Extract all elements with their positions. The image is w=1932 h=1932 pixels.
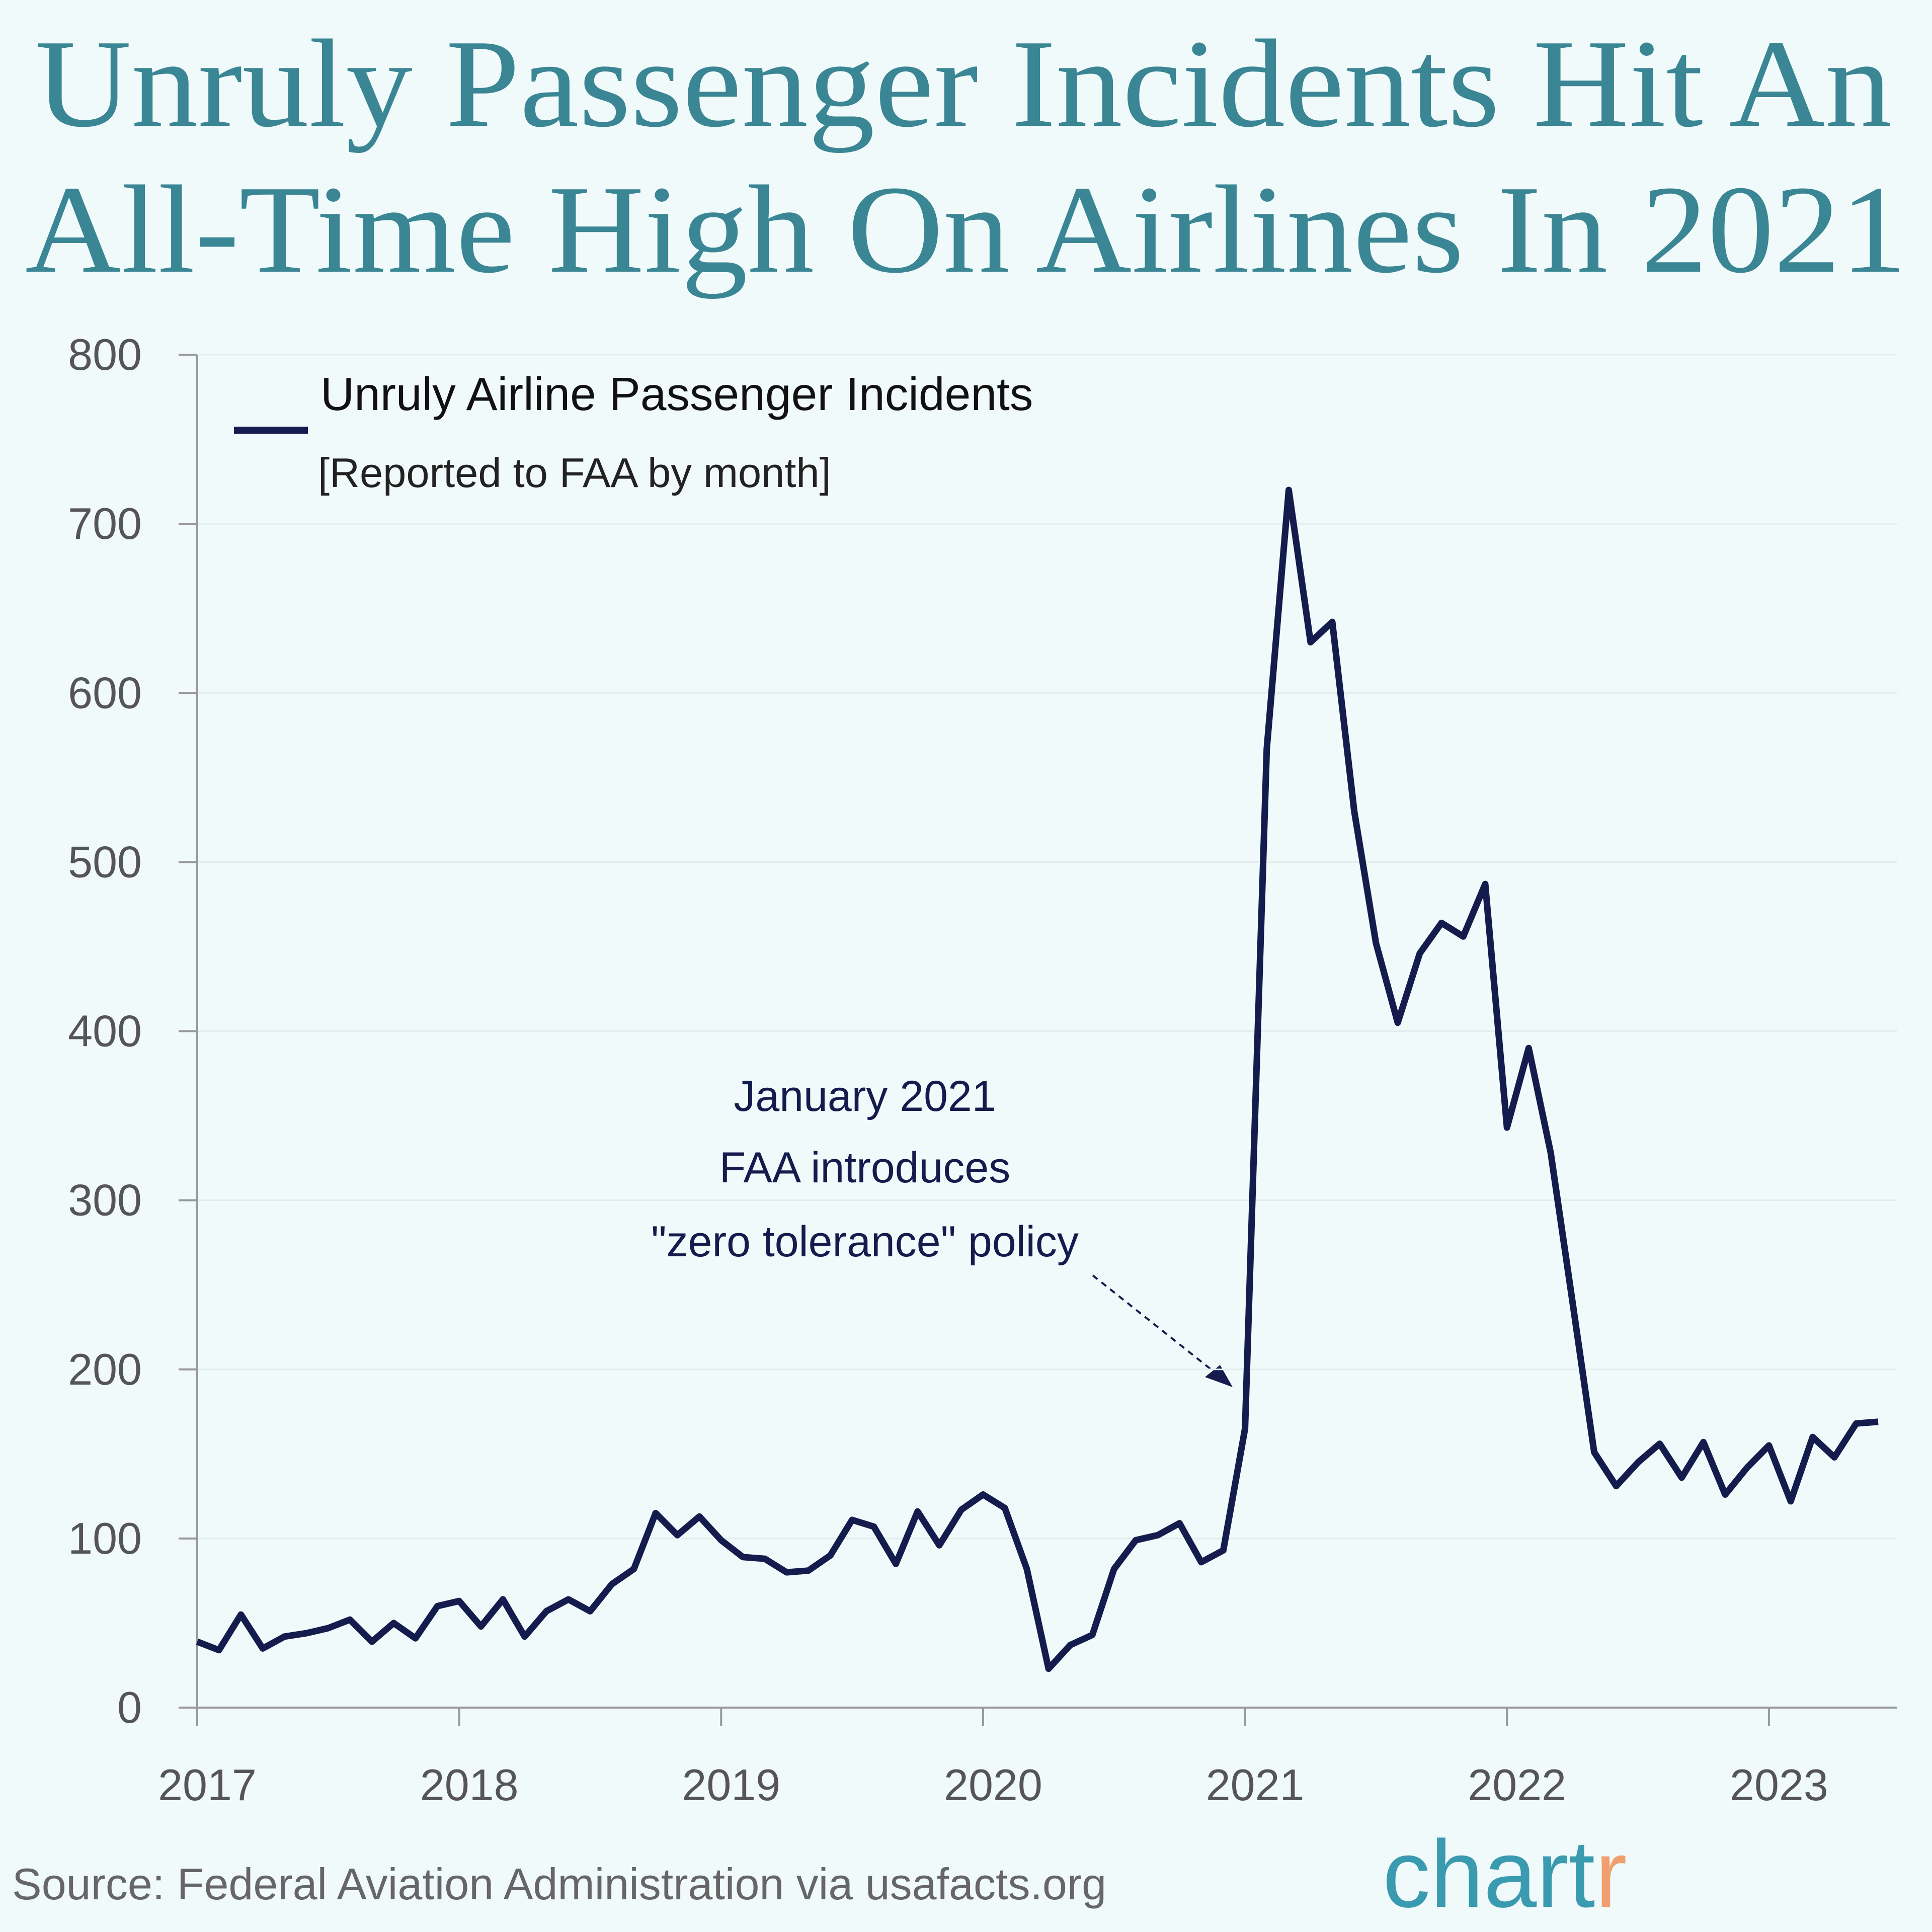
x-tick-label: 2018 [420,1760,519,1810]
y-tick-label: 600 [68,668,142,717]
chart-title: Unruly Passenger Incidents Hit An [35,14,1892,153]
x-tick-label: 2021 [1206,1760,1305,1810]
x-tick-label: 2022 [1468,1760,1566,1810]
brand-logo: chartr [1383,1821,1627,1927]
x-tick-label: 2017 [158,1760,257,1810]
annotation-arrow [1092,1274,1224,1380]
annotation: January 2021 [734,1072,996,1120]
brand-accent: r [1595,1821,1627,1927]
chart-title: All-Time High On Airlines In 2021 [25,160,1907,299]
subtitle: [Reported to FAA by month] [318,449,831,496]
y-tick-label: 300 [68,1175,142,1225]
annotation: "zero tolerance" policy [651,1218,1079,1266]
y-tick-label: 200 [68,1344,142,1394]
y-tick-label: 400 [68,1006,142,1056]
x-tick-label: 2023 [1730,1760,1828,1810]
annotation-arrowhead [1205,1365,1233,1387]
annotation: FAA introduces [719,1144,1010,1192]
y-tick-label: 100 [68,1513,142,1563]
x-tick-label: 2019 [682,1760,780,1810]
brand-main: chart [1383,1821,1595,1927]
y-tick-label: 0 [117,1682,142,1732]
y-tick-label: 500 [68,837,142,887]
source: Source: Federal Aviation Administration … [12,1859,1106,1909]
y-tick-label: 800 [68,330,142,379]
legend-label: Unruly Airline Passenger Incidents [320,368,1033,420]
x-tick-label: 2020 [944,1760,1042,1810]
y-tick-label: 700 [68,499,142,548]
data-line [196,487,1879,1672]
